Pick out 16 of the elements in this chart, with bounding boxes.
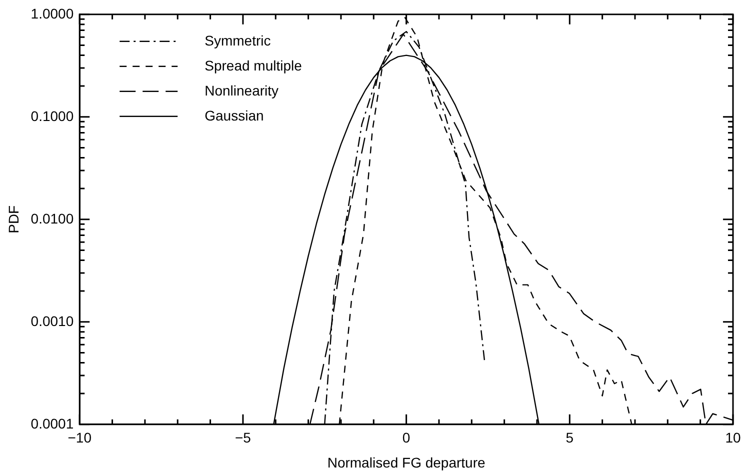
- y-tick-label: 0.0010: [30, 312, 74, 329]
- y-tick-label: 0.1000: [30, 108, 74, 124]
- y-tick-label: 0.0100: [30, 210, 74, 226]
- x-tick-label: −10: [68, 430, 92, 446]
- x-axis-title: Normalised FG departure: [327, 454, 486, 470]
- x-tick-label: 10: [725, 430, 741, 446]
- legend-label: Symmetric: [204, 32, 271, 48]
- y-tick-label: 0.0001: [30, 415, 74, 432]
- x-tick-label: −5: [234, 430, 252, 446]
- legend-label: Gaussian: [204, 107, 264, 124]
- legend-label: Spread multiple: [204, 57, 302, 74]
- y-tick-label: 1.0000: [30, 5, 74, 22]
- x-tick-label: 5: [566, 430, 574, 446]
- y-axis-title: PDF: [5, 205, 22, 234]
- legend-label: Nonlinearity: [204, 82, 279, 98]
- x-tick-label: 0: [402, 430, 410, 446]
